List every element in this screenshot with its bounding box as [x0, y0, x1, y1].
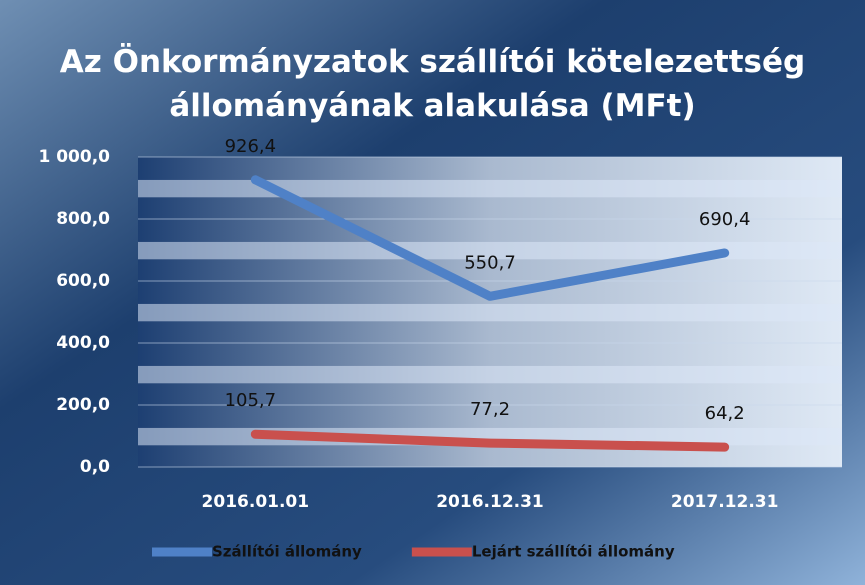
- x-tick-label: 2016.12.31: [436, 492, 544, 512]
- series-line: [250, 175, 730, 301]
- data-label: 77,2: [470, 399, 510, 420]
- plot-stripe: [138, 179, 842, 198]
- plot-bands: [138, 179, 842, 446]
- y-tick-label: 400,0: [56, 333, 110, 353]
- legend-label: Lejárt szállítói állomány: [472, 543, 675, 561]
- data-label: 690,4: [699, 209, 751, 230]
- data-label: 926,4: [225, 136, 277, 157]
- data-label: 64,2: [705, 403, 745, 424]
- chart-title: Az Önkormányzatok szállítói kötelezettsé…: [59, 44, 806, 124]
- y-tick-label: 200,0: [56, 395, 110, 415]
- y-tick-label: 0,0: [80, 457, 110, 477]
- plot-stripe: [138, 303, 842, 322]
- data-label: 105,7: [225, 390, 277, 411]
- y-tick-label: 800,0: [56, 209, 110, 229]
- plot-stripe: [138, 241, 842, 260]
- plot-stripe: [138, 365, 842, 384]
- y-tick-label: 1 000,0: [38, 147, 110, 167]
- legend-label: Szállítói állomány: [212, 543, 362, 561]
- x-tick-label: 2016.01.01: [202, 492, 310, 512]
- y-tick-label: 600,0: [56, 271, 110, 291]
- x-tick-label: 2017.12.31: [671, 492, 779, 512]
- data-label: 550,7: [464, 252, 516, 273]
- series-line: [250, 429, 730, 452]
